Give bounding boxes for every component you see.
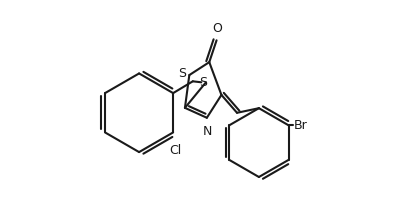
- Text: N: N: [203, 125, 212, 138]
- Text: Br: Br: [294, 119, 307, 132]
- Text: Cl: Cl: [169, 144, 181, 157]
- Text: S: S: [200, 76, 208, 89]
- Text: S: S: [178, 67, 186, 80]
- Text: O: O: [213, 22, 223, 35]
